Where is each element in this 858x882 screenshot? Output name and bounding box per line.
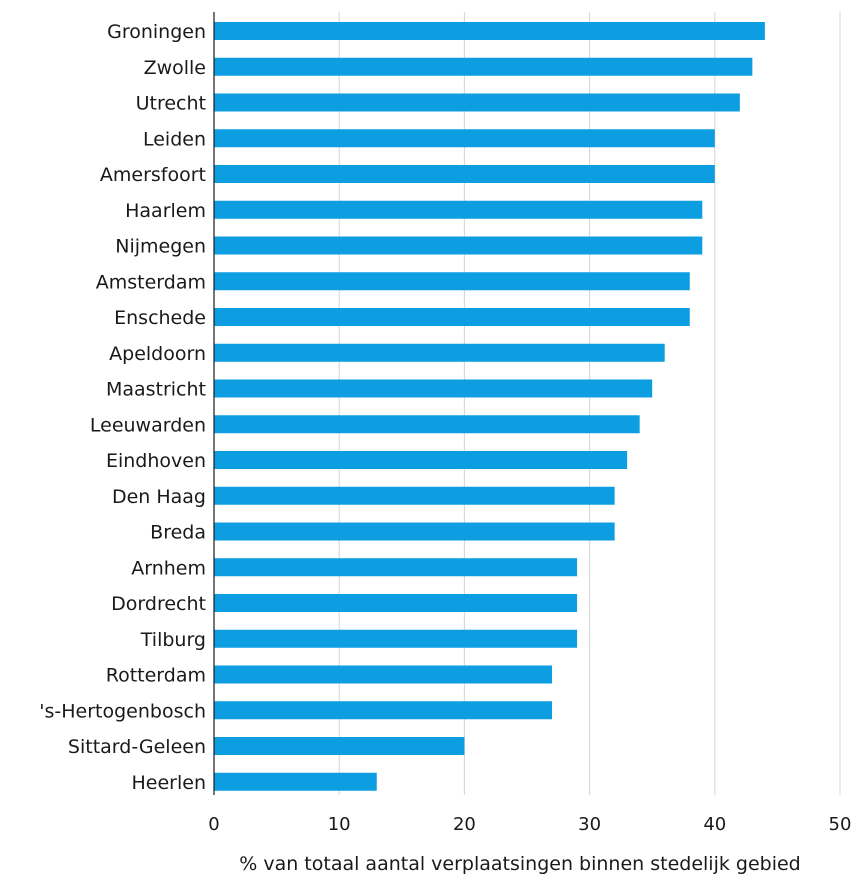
bar-20 [214,737,465,755]
bar-5 [214,200,703,219]
category-label: Rotterdam [106,665,206,687]
x-tick-label-20: 20 [453,814,476,835]
bar-4 [214,165,715,183]
category-label: Amsterdam [96,271,206,293]
category-labels: Groningen Zwolle Utrecht Leiden Amersfoort Ha… [39,21,206,794]
category-label: Sittard-Geleen [68,736,206,758]
category-label: Leiden [143,128,206,150]
bars [214,22,765,791]
category-label: Eindhoven [106,450,206,472]
x-tick-label-10: 10 [328,814,351,835]
bar-17 [214,629,578,648]
bar-0 [214,22,765,40]
bar-7 [214,272,690,291]
category-label: Zwolle [144,57,206,79]
bar-3 [214,129,715,148]
category-label: Nijmegen [115,236,206,258]
category-label: Utrecht [136,93,206,115]
tick-labels: 0 10 20 30 40 50 [208,814,851,835]
x-tick-label-40: 40 [703,814,726,835]
x-tick-label-0: 0 [208,814,219,835]
bar-21 [214,772,377,791]
bar-10 [214,379,653,398]
bar-2 [214,93,740,112]
category-label: Leeuwarden [90,414,206,436]
bar-11 [214,415,640,434]
bar-18 [214,665,553,684]
category-label: Den Haag [112,486,206,508]
category-label: 's-Hertogenbosch [39,700,206,722]
bar-9 [214,343,665,362]
x-tick-label-50: 50 [829,814,852,835]
bar-1 [214,57,753,76]
bar-14 [214,522,615,541]
category-label: Enschede [114,307,206,329]
x-axis-title: % van totaal aantal verplaatsingen binne… [239,853,801,875]
bar-19 [214,701,553,720]
category-label: Apeldoorn [109,343,206,365]
x-tick-label-30: 30 [578,814,601,835]
category-label: Arnhem [131,557,206,579]
category-label: Breda [150,522,206,544]
category-label: Dordrecht [111,593,206,615]
category-label: Haarlem [125,200,206,222]
category-label: Tilburg [140,629,206,651]
bar-15 [214,558,578,577]
category-label: Heerlen [132,772,207,794]
bar-12 [214,451,628,469]
category-label: Maastricht [106,379,206,401]
bar-6 [214,236,703,255]
bar-16 [214,594,578,612]
category-label: Amersfoort [100,164,206,186]
bar-8 [214,308,690,326]
category-label: Groningen [107,21,206,43]
bar-13 [214,486,615,505]
